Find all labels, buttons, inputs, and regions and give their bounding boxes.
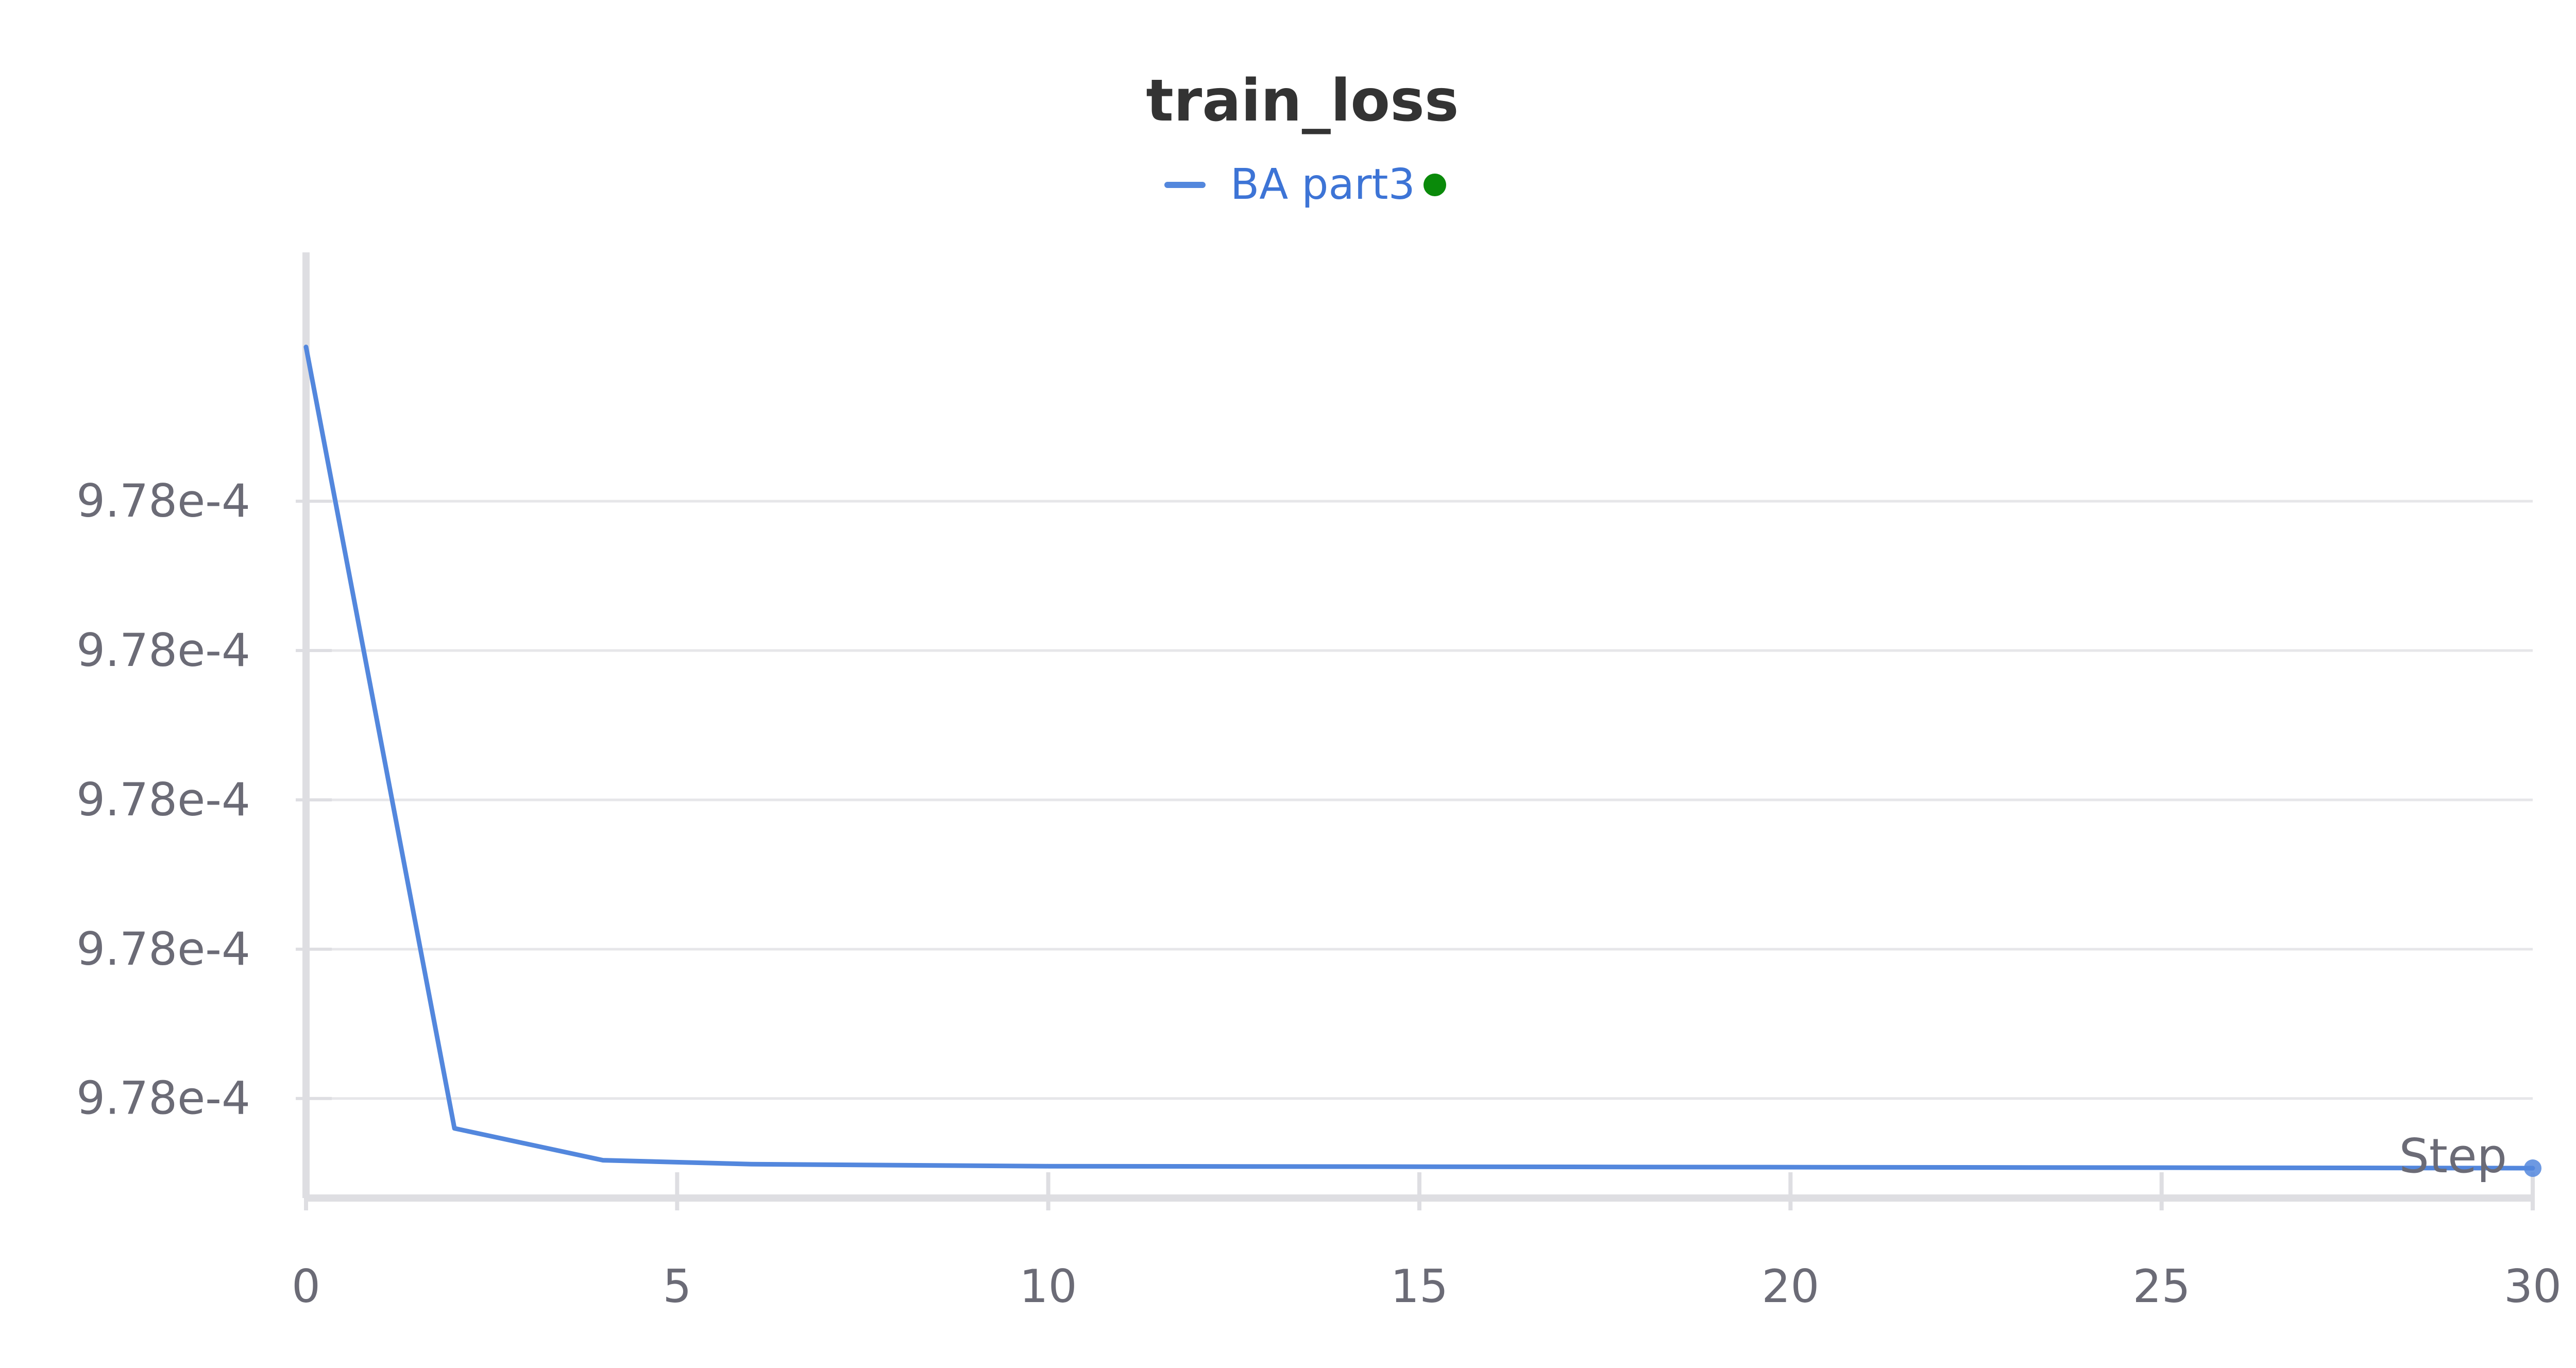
x-tick-label: 0: [292, 1260, 320, 1313]
axes: [302, 252, 2533, 1202]
legend[interactable]: BA part3: [1164, 164, 1446, 206]
y-tick-label: 9.78e-4: [76, 922, 250, 976]
series-group[interactable]: [303, 345, 2541, 1177]
x-tick-label: 5: [663, 1260, 691, 1313]
y-tick-label: 9.78e-4: [76, 474, 250, 527]
chart-title: train_loss: [1146, 67, 1459, 134]
y-tick-label: 9.78e-4: [76, 773, 250, 826]
x-tick-label: 30: [2504, 1260, 2562, 1313]
series-line-0[interactable]: [303, 345, 2535, 1171]
x-tick-label: 15: [1391, 1260, 1448, 1313]
legend-swatch: [1164, 182, 1206, 188]
series-end-point[interactable]: [2524, 1159, 2541, 1177]
x-tick-label: 10: [1020, 1260, 1077, 1313]
legend-status-dot: [1423, 174, 1446, 196]
x-tick-label: 25: [2133, 1260, 2191, 1313]
x-axis-label: Step: [2399, 1128, 2507, 1184]
y-tick-label: 9.78e-4: [76, 1072, 250, 1125]
grid-lines: [306, 500, 2533, 1100]
y-axis-ticks: 9.78e-4 9.78e-4 9.78e-4 9.78e-4 9.78e-4: [76, 474, 332, 1125]
legend-label-ba-part3[interactable]: BA part3: [1230, 160, 1415, 209]
y-tick-label: 9.78e-4: [76, 624, 250, 677]
x-tick-label: 20: [1761, 1260, 1819, 1313]
x-axis-ticks: 0 5 10 15 20 25 30: [292, 1172, 2562, 1313]
